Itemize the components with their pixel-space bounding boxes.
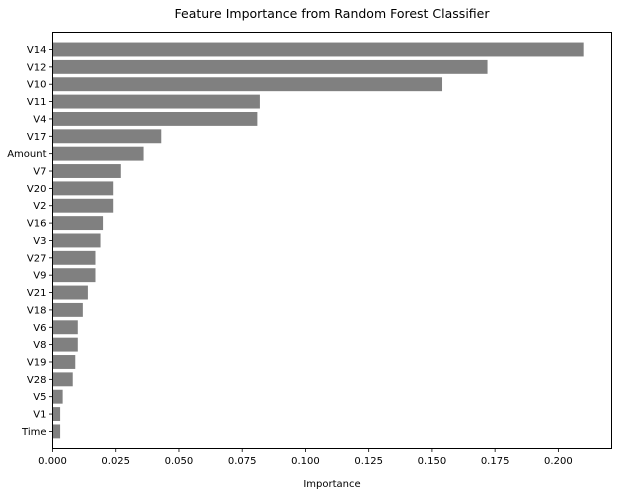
x-tick-label: 0.125 bbox=[354, 456, 383, 467]
y-tick-label: V14 bbox=[27, 45, 47, 56]
bar-v7 bbox=[52, 164, 121, 178]
bar-v14 bbox=[52, 42, 584, 57]
bar-v4 bbox=[52, 111, 258, 126]
y-tick-label: V16 bbox=[27, 219, 47, 230]
bar-v16 bbox=[52, 216, 104, 231]
bar-v11 bbox=[52, 94, 260, 109]
x-tick-label: 0.025 bbox=[101, 456, 130, 467]
x-tick-label: 0.200 bbox=[544, 456, 573, 467]
y-tick-label: V2 bbox=[33, 201, 46, 212]
y-tick-label: V18 bbox=[27, 305, 47, 316]
bar-v9 bbox=[52, 268, 96, 283]
bar-v12 bbox=[52, 59, 488, 74]
y-tick-label: V7 bbox=[33, 167, 46, 178]
y-tick-label: V12 bbox=[27, 62, 47, 73]
bar-v21 bbox=[52, 285, 88, 300]
bar-time bbox=[52, 424, 61, 439]
y-tick-label: V3 bbox=[33, 236, 46, 247]
y-tick-label: V21 bbox=[27, 288, 47, 299]
y-tick-label: V20 bbox=[27, 184, 47, 195]
y-tick-label: V28 bbox=[27, 375, 47, 386]
x-tick-label: 0.050 bbox=[165, 456, 194, 467]
plot-frame bbox=[52, 32, 612, 449]
bar-v2 bbox=[52, 198, 114, 213]
y-tick-label: V17 bbox=[27, 132, 47, 143]
bar-v27 bbox=[52, 250, 96, 265]
y-tick-label: V4 bbox=[33, 114, 46, 125]
y-tick-label: V5 bbox=[33, 392, 46, 403]
x-tick-label: 0.000 bbox=[38, 456, 67, 467]
x-tick-label: 0.100 bbox=[291, 456, 320, 467]
x-axis-ticks: 0.000 0.025 0.050 0.075 0.100 0.125 0.150 0.175… bbox=[38, 448, 573, 467]
y-tick-label: V8 bbox=[33, 340, 46, 351]
bar-v28 bbox=[52, 372, 73, 387]
y-tick-label: V27 bbox=[27, 253, 47, 264]
x-axis-label: Importance bbox=[303, 479, 360, 490]
y-axis-ticks: V14 V12 V10 V11 V4 V17 Amount V7 V20 V2 V16 V3 V27 V9… bbox=[7, 45, 53, 438]
bar-v8 bbox=[52, 337, 78, 352]
y-tick-label: Amount bbox=[7, 149, 46, 160]
y-tick-label: V19 bbox=[27, 357, 47, 368]
bar-v5 bbox=[52, 389, 63, 404]
bars-group bbox=[52, 42, 584, 439]
bar-amount bbox=[52, 146, 144, 161]
y-tick-label: V10 bbox=[27, 80, 47, 91]
x-tick-label: 0.075 bbox=[228, 456, 257, 467]
bar-v20 bbox=[52, 181, 114, 196]
x-tick-label: 0.175 bbox=[481, 456, 510, 467]
y-tick-label: V11 bbox=[27, 97, 47, 108]
y-tick-label: V9 bbox=[33, 271, 46, 282]
x-tick-label: 0.150 bbox=[418, 456, 447, 467]
bar-v18 bbox=[52, 302, 83, 317]
bar-v1 bbox=[52, 407, 61, 422]
y-tick-label: V1 bbox=[33, 410, 46, 421]
y-tick-label: Time bbox=[21, 427, 46, 438]
bar-v19 bbox=[52, 355, 76, 369]
chart-title: Feature Importance from Random Forest Cl… bbox=[175, 6, 491, 21]
y-tick-label: V6 bbox=[33, 323, 46, 334]
bar-v6 bbox=[52, 320, 78, 335]
bar-v17 bbox=[52, 129, 162, 144]
bar-v3 bbox=[52, 233, 101, 248]
bar-v10 bbox=[52, 77, 443, 92]
